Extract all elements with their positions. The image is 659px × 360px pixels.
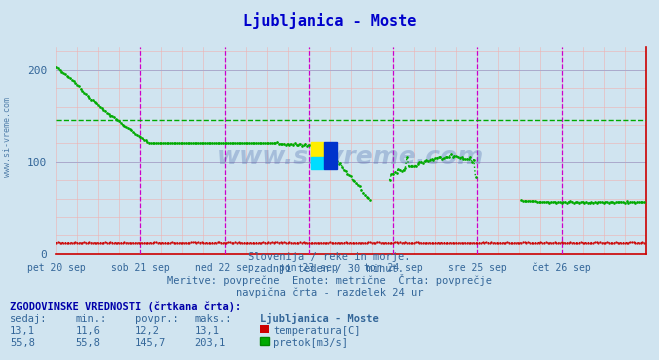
Text: www.si-vreme.com: www.si-vreme.com [217, 144, 484, 168]
Text: ZGODOVINSKE VREDNOSTI (črtkana črta):: ZGODOVINSKE VREDNOSTI (črtkana črta): [10, 301, 241, 312]
Text: Ljubljanica - Moste: Ljubljanica - Moste [260, 313, 379, 324]
Text: 13,1: 13,1 [10, 326, 35, 336]
Text: Ljubljanica - Moste: Ljubljanica - Moste [243, 13, 416, 30]
Text: Meritve: povprečne  Enote: metrične  Črta: povprečje: Meritve: povprečne Enote: metrične Črta:… [167, 274, 492, 286]
Text: 55,8: 55,8 [10, 338, 35, 348]
Text: temperatura[C]: temperatura[C] [273, 326, 361, 336]
Text: povpr.:: povpr.: [135, 314, 179, 324]
Bar [312, 157, 324, 168]
Text: Slovenija / reke in morje.: Slovenija / reke in morje. [248, 252, 411, 262]
Text: 145,7: 145,7 [135, 338, 166, 348]
Text: 55,8: 55,8 [76, 338, 101, 348]
Text: sedaj:: sedaj: [10, 314, 47, 324]
Bar [312, 142, 324, 157]
Text: navpična črta - razdelek 24 ur: navpična črta - razdelek 24 ur [236, 287, 423, 298]
Text: www.si-vreme.com: www.si-vreme.com [3, 97, 13, 177]
Text: 12,2: 12,2 [135, 326, 160, 336]
Text: 11,6: 11,6 [76, 326, 101, 336]
Bar [324, 142, 337, 168]
Text: 203,1: 203,1 [194, 338, 225, 348]
Text: pretok[m3/s]: pretok[m3/s] [273, 338, 349, 348]
Text: zadnji teden / 30 minut.: zadnji teden / 30 minut. [254, 264, 405, 274]
Text: 13,1: 13,1 [194, 326, 219, 336]
Text: maks.:: maks.: [194, 314, 232, 324]
Text: min.:: min.: [76, 314, 107, 324]
